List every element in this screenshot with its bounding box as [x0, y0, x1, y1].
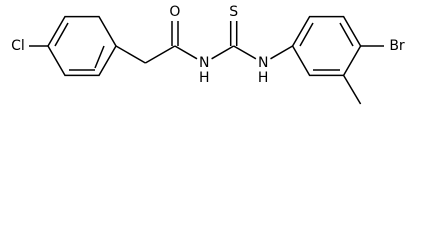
- bond: [270, 45, 293, 60]
- atom-label: S: [229, 4, 238, 20]
- bond: [233, 45, 257, 60]
- bond: [174, 45, 198, 60]
- atom-label: O: [169, 4, 180, 20]
- atom-label: H: [199, 70, 210, 86]
- aromatic-bond: [94, 45, 105, 69]
- atom-label: H: [258, 70, 269, 86]
- aromatic-bond: [339, 22, 354, 47]
- aromatic-bond: [299, 22, 314, 47]
- aromatic-bond: [54, 22, 69, 47]
- atom-label: Br: [389, 38, 405, 54]
- bond: [115, 45, 146, 64]
- molecule-diagram: Cl O N H S N H Br: [11, 4, 405, 105]
- bonds: [29, 15, 384, 105]
- atom-label: N: [258, 55, 268, 71]
- benzene-ring: [47, 15, 117, 77]
- bond: [145, 45, 176, 64]
- benzene-ring: [291, 15, 362, 77]
- atom-label: Cl: [11, 38, 25, 54]
- bond: [211, 45, 235, 60]
- atom-label: N: [199, 55, 209, 71]
- methyl-bond: [342, 75, 362, 105]
